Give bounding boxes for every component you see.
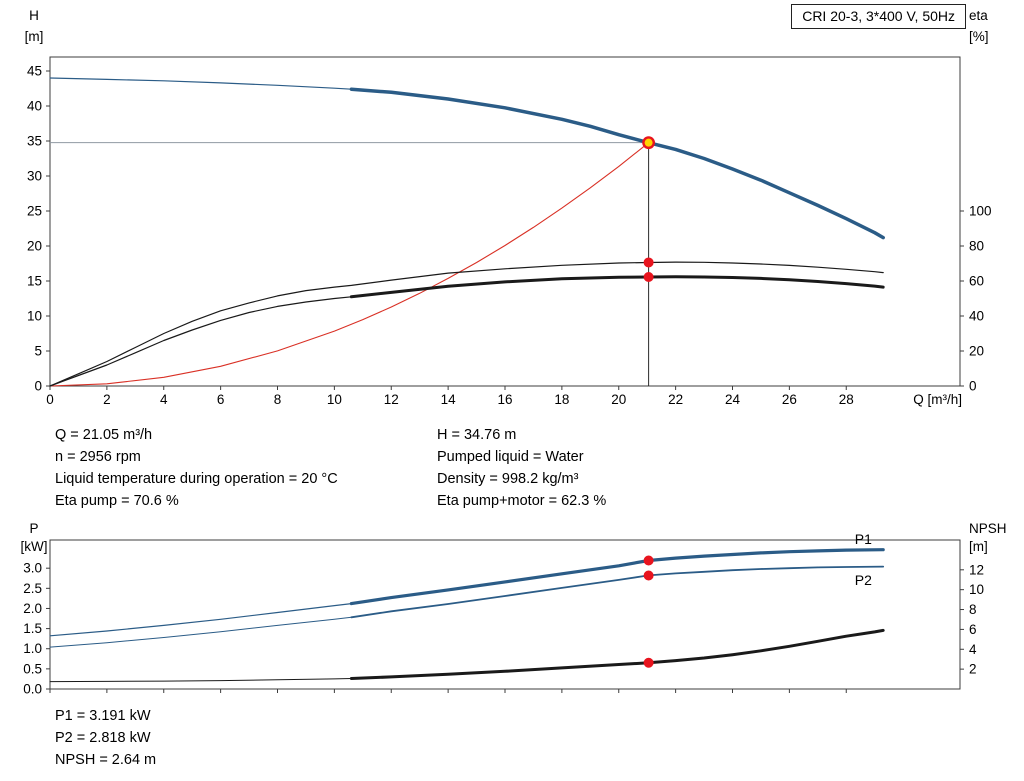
y-right-tick-label: 8: [969, 602, 977, 617]
x-axis-title: Q [m³/h]: [913, 392, 962, 407]
x-tick-label: 20: [611, 392, 626, 407]
y-right-tick-label: 6: [969, 622, 977, 637]
p2-curve-low-flow: [49, 616, 352, 648]
y-left-tick-label: 0.5: [23, 661, 42, 676]
pump-model-title: CRI 20-3, 3*400 V, 50Hz: [791, 4, 966, 29]
npsh-curve: [349, 628, 885, 680]
y-right-tick-label: 20: [969, 344, 984, 359]
power-npsh-info: P1 = 3.191 kW P2 = 2.818 kW NPSH = 2.64 …: [55, 705, 156, 771]
duty-point-marker: [642, 136, 656, 150]
pumped-liquid-readout: Pumped liquid = Water: [437, 449, 584, 465]
y-right-tick-label: 80: [969, 239, 984, 254]
liquid-temperature-readout: Liquid temperature during operation = 20…: [55, 471, 338, 487]
y-left-tick-label: 35: [27, 134, 42, 149]
npsh-point: [643, 657, 654, 668]
eta-pump-motor-readout: Eta pump+motor = 62.3 %: [437, 493, 607, 509]
series-label-p1: P1: [855, 531, 872, 547]
flow-readout: Q = 21.05 m³/h: [55, 427, 153, 443]
x-tick-label: 28: [839, 392, 854, 407]
p1-curve-low-flow: [49, 602, 352, 637]
y-right-axis-label: [m]: [969, 539, 988, 554]
x-tick-label: 0: [46, 392, 54, 407]
y-right-tick-label: 12: [969, 562, 984, 577]
x-tick-label: 12: [384, 392, 399, 407]
y-left-tick-label: 15: [27, 274, 42, 289]
y-left-tick-label: 0: [34, 379, 42, 394]
eta-pump-motor-point: [643, 271, 654, 282]
power-npsh-chart: 0.0 0.5 1.0 1.5 2.0 2.5 3.0 2 4 6 8 10 12 P [kW] NPSH [m…: [21, 521, 1007, 697]
y-left-tick-label: 10: [27, 309, 42, 324]
density-readout: Density = 998.2 kg/m³: [437, 471, 579, 487]
y-right-axis-label: eta: [969, 8, 988, 23]
head-readout: H = 34.76 m: [437, 427, 517, 443]
eta-pump-point: [643, 257, 654, 268]
eta-pump-curve: [49, 261, 884, 387]
x-tick-label: 16: [497, 392, 512, 407]
y-right-axis-label: [%]: [969, 29, 989, 44]
qh-eta-chart: 0 2 4 6 8 10 12 14 16 18 20 22 24 26 28 Q [m³/h]0510152…: [25, 8, 992, 407]
y-right-axis-label: NPSH: [969, 521, 1007, 536]
y-right-tick-label: 40: [969, 309, 984, 324]
y-left-axis-label: P: [29, 521, 38, 536]
y-right-tick-label: 2: [969, 662, 977, 677]
x-tick-label: 18: [554, 392, 569, 407]
p2-readout: P2 = 2.818 kW: [55, 730, 151, 746]
y-left-tick-label: 40: [27, 99, 42, 114]
p2-point: [643, 570, 654, 581]
p1-readout: P1 = 3.191 kW: [55, 708, 151, 724]
y-left-tick-label: 2.0: [23, 601, 42, 616]
y-left-tick-label: 3.0: [23, 561, 42, 576]
x-tick-label: 22: [668, 392, 683, 407]
y-left-axis-label: [m]: [25, 29, 44, 44]
duty-point-info: Q = 21.05 m³/h n = 2956 rpm Liquid tempe…: [55, 424, 606, 512]
power-npsh-plot-frame: [49, 539, 961, 690]
npsh-curve-low-flow: [49, 678, 352, 683]
x-tick-label: 8: [274, 392, 282, 407]
eta-pump-motor-curve: [349, 275, 885, 299]
x-tick-label: 26: [782, 392, 797, 407]
x-tick-label: 2: [103, 392, 111, 407]
y-left-tick-label: 1.0: [23, 641, 42, 656]
y-left-tick-label: 25: [27, 204, 42, 219]
y-left-tick-label: 5: [34, 344, 42, 359]
duty-info-right-column: H = 34.76 m Pumped liquid = Water Densit…: [437, 424, 606, 512]
series-label-p2: P2: [855, 572, 872, 588]
y-right-tick-label: 4: [969, 642, 977, 657]
npsh-readout: NPSH = 2.64 m: [55, 752, 157, 768]
p1-point: [643, 555, 654, 566]
y-left-tick-label: 2.5: [23, 581, 42, 596]
y-left-axis-label: H: [29, 8, 39, 23]
y-right-tick-label: 10: [969, 582, 984, 597]
x-tick-label: 24: [725, 392, 741, 407]
y-left-tick-label: 20: [27, 239, 42, 254]
y-right-tick-label: 60: [969, 274, 984, 289]
x-tick-label: 4: [160, 392, 168, 407]
y-left-tick-label: 30: [27, 169, 42, 184]
y-left-tick-label: 1.5: [23, 621, 42, 636]
qh-curve: [349, 87, 885, 240]
x-tick-label: 6: [217, 392, 225, 407]
p1-curve: [349, 548, 885, 606]
x-tick-label: 10: [327, 392, 342, 407]
eta-pump-readout: Eta pump = 70.6 %: [55, 493, 179, 509]
eta-pump-motor-curve-low-flow: [49, 296, 352, 387]
duty-info-left-column: Q = 21.05 m³/h n = 2956 rpm Liquid tempe…: [55, 424, 437, 512]
system-curve: [49, 142, 650, 387]
speed-readout: n = 2956 rpm: [55, 449, 141, 465]
y-left-tick-label: 0.0: [23, 682, 42, 697]
p2-curve: [350, 565, 885, 619]
y-left-axis-label: [kW]: [21, 539, 48, 554]
performance-plot-frame: [49, 56, 961, 387]
x-tick-label: 14: [441, 392, 457, 407]
y-right-tick-label: 100: [969, 204, 992, 219]
y-right-tick-label: 0: [969, 379, 977, 394]
qh-curve-low-flow: [49, 77, 352, 90]
y-left-tick-label: 45: [27, 64, 42, 79]
